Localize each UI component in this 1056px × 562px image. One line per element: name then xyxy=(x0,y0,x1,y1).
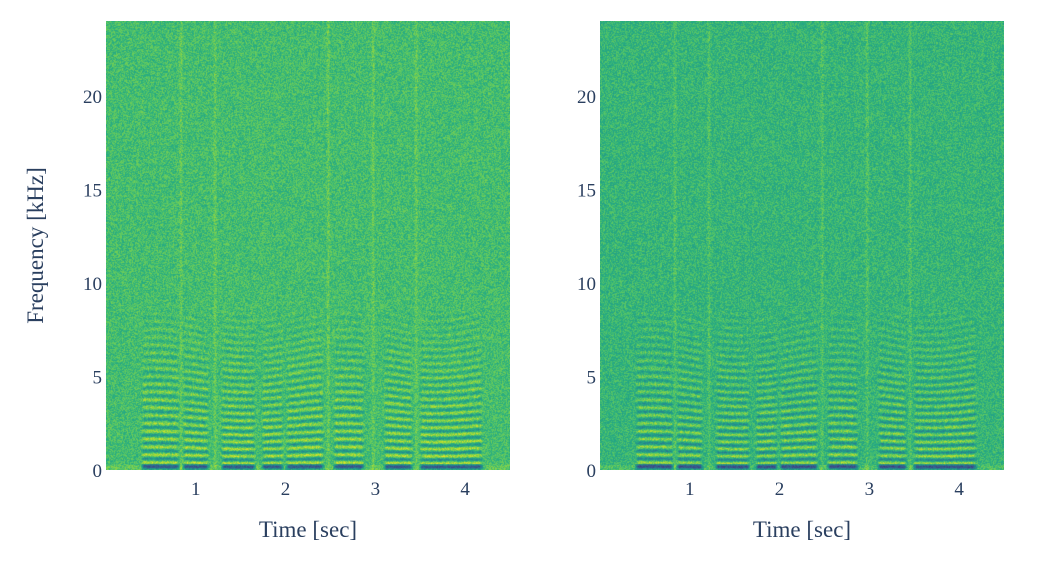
x-tick-label: 4 xyxy=(460,479,470,500)
y-tick-label: 20 xyxy=(83,87,102,108)
spectrogram-heatmap xyxy=(600,21,1004,470)
x-tick-label: 2 xyxy=(775,479,785,500)
left-spectrogram-panel: 1 2 3 4 0 5 10 15 20 Time [sec] Frequency [kHz] xyxy=(23,21,510,542)
x-axis-label: Time [sec] xyxy=(259,517,357,542)
x-tick-label: 3 xyxy=(371,479,381,500)
y-tick-label: 5 xyxy=(93,367,103,388)
spectrogram-heatmap xyxy=(106,21,510,470)
x-tick-label: 4 xyxy=(954,479,964,500)
right-spectrogram-panel: 1 2 3 4 0 5 10 15 20 Time [sec] xyxy=(577,21,1004,542)
y-tick-label: 20 xyxy=(577,87,596,108)
y-tick-label: 15 xyxy=(83,180,102,201)
x-tick-label: 1 xyxy=(685,479,695,500)
y-tick-label: 0 xyxy=(93,461,103,482)
x-tick-label: 2 xyxy=(281,479,291,500)
y-tick-label: 5 xyxy=(587,367,597,388)
x-axis-label: Time [sec] xyxy=(753,517,851,542)
y-tick-label: 15 xyxy=(577,180,596,201)
y-tick-label: 10 xyxy=(83,274,102,295)
y-tick-label: 10 xyxy=(577,274,596,295)
x-tick-label: 1 xyxy=(191,479,201,500)
x-tick-label: 3 xyxy=(865,479,875,500)
y-tick-label: 0 xyxy=(587,461,597,482)
y-axis-label: Frequency [kHz] xyxy=(23,167,48,323)
